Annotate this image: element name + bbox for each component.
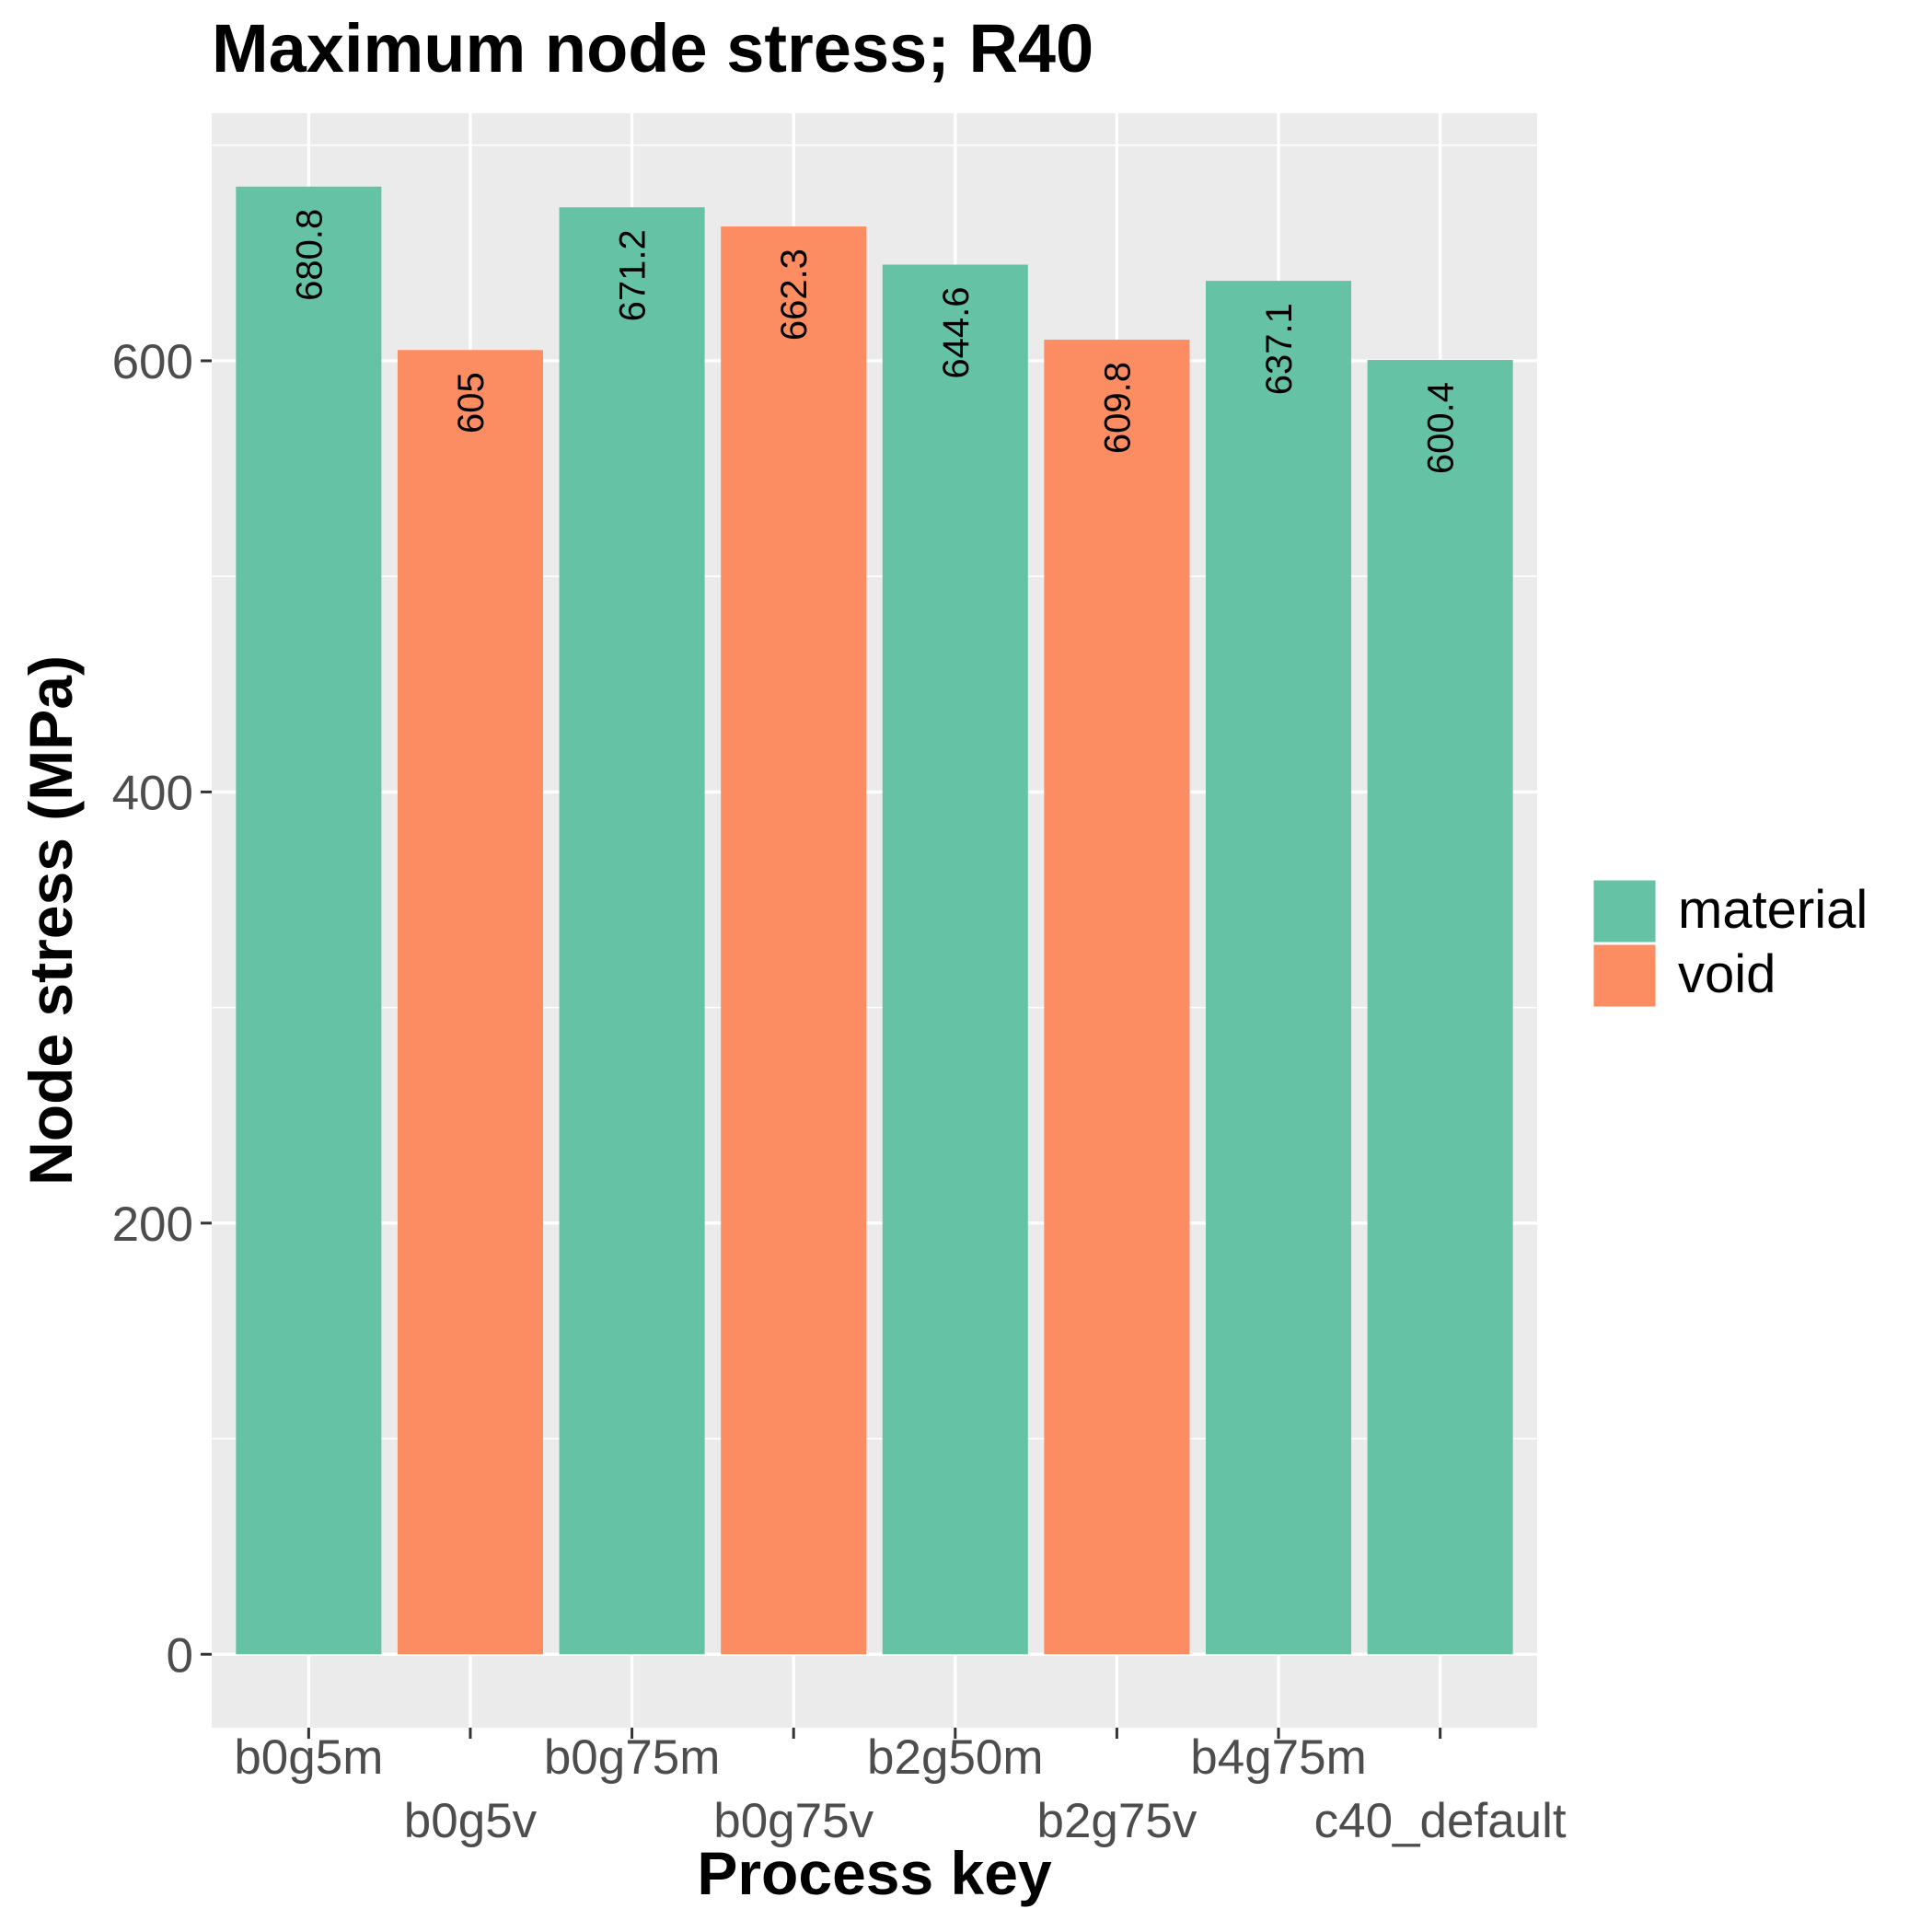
chart-title: Maximum node stress; R40: [212, 10, 1093, 87]
bar-value-label: 600.4: [1421, 382, 1462, 474]
bar: [1206, 281, 1352, 1655]
bar: [882, 264, 1028, 1655]
x-tick-label: b0g5v: [404, 1794, 538, 1848]
legend-key: [1591, 877, 1659, 945]
legend-label: material: [1678, 880, 1868, 940]
y-tick-label: 400: [112, 766, 193, 820]
bar: [1044, 340, 1190, 1655]
bars: [236, 186, 1513, 1655]
bar-value-label: 680.8: [289, 209, 330, 301]
x-tick-label: b2g50m: [867, 1730, 1044, 1785]
bar: [721, 226, 867, 1655]
y-tick-label: 200: [112, 1197, 193, 1252]
bar: [397, 350, 543, 1655]
bar: [1367, 360, 1513, 1655]
y-tick-label: 0: [167, 1628, 193, 1683]
x-tick-label: b0g75m: [544, 1730, 721, 1785]
x-tick-label: b4g75m: [1190, 1730, 1367, 1785]
bar-value-label: 609.8: [1097, 362, 1138, 454]
x-tick-label: b0g75v: [713, 1794, 873, 1848]
x-tick-label: c40_default: [1314, 1794, 1567, 1848]
bar-value-label: 605: [451, 372, 492, 434]
bar-value-label: 671.2: [613, 229, 654, 321]
y-axis-title: Node stress (MPa): [17, 655, 85, 1186]
y-axis: 0 200 400 600: [112, 335, 212, 1683]
x-tick-label: b0g5m: [234, 1730, 383, 1785]
bar-value-label: 662.3: [774, 249, 815, 341]
x-tick-label: b2g75v: [1036, 1794, 1197, 1848]
bar: [236, 186, 382, 1655]
bar-value-label: 644.6: [936, 287, 977, 379]
y-tick-label: 600: [112, 335, 193, 389]
bar-value-label: 637.1: [1259, 303, 1300, 395]
bar-labels: 680.8 605 671.2 662.3 644.6 609.8 637.1 600.4: [289, 209, 1461, 474]
x-axis-title: Process key: [697, 1839, 1052, 1907]
legend-label: void: [1678, 944, 1776, 1004]
legend-key: [1591, 942, 1659, 1010]
bar: [559, 207, 705, 1655]
